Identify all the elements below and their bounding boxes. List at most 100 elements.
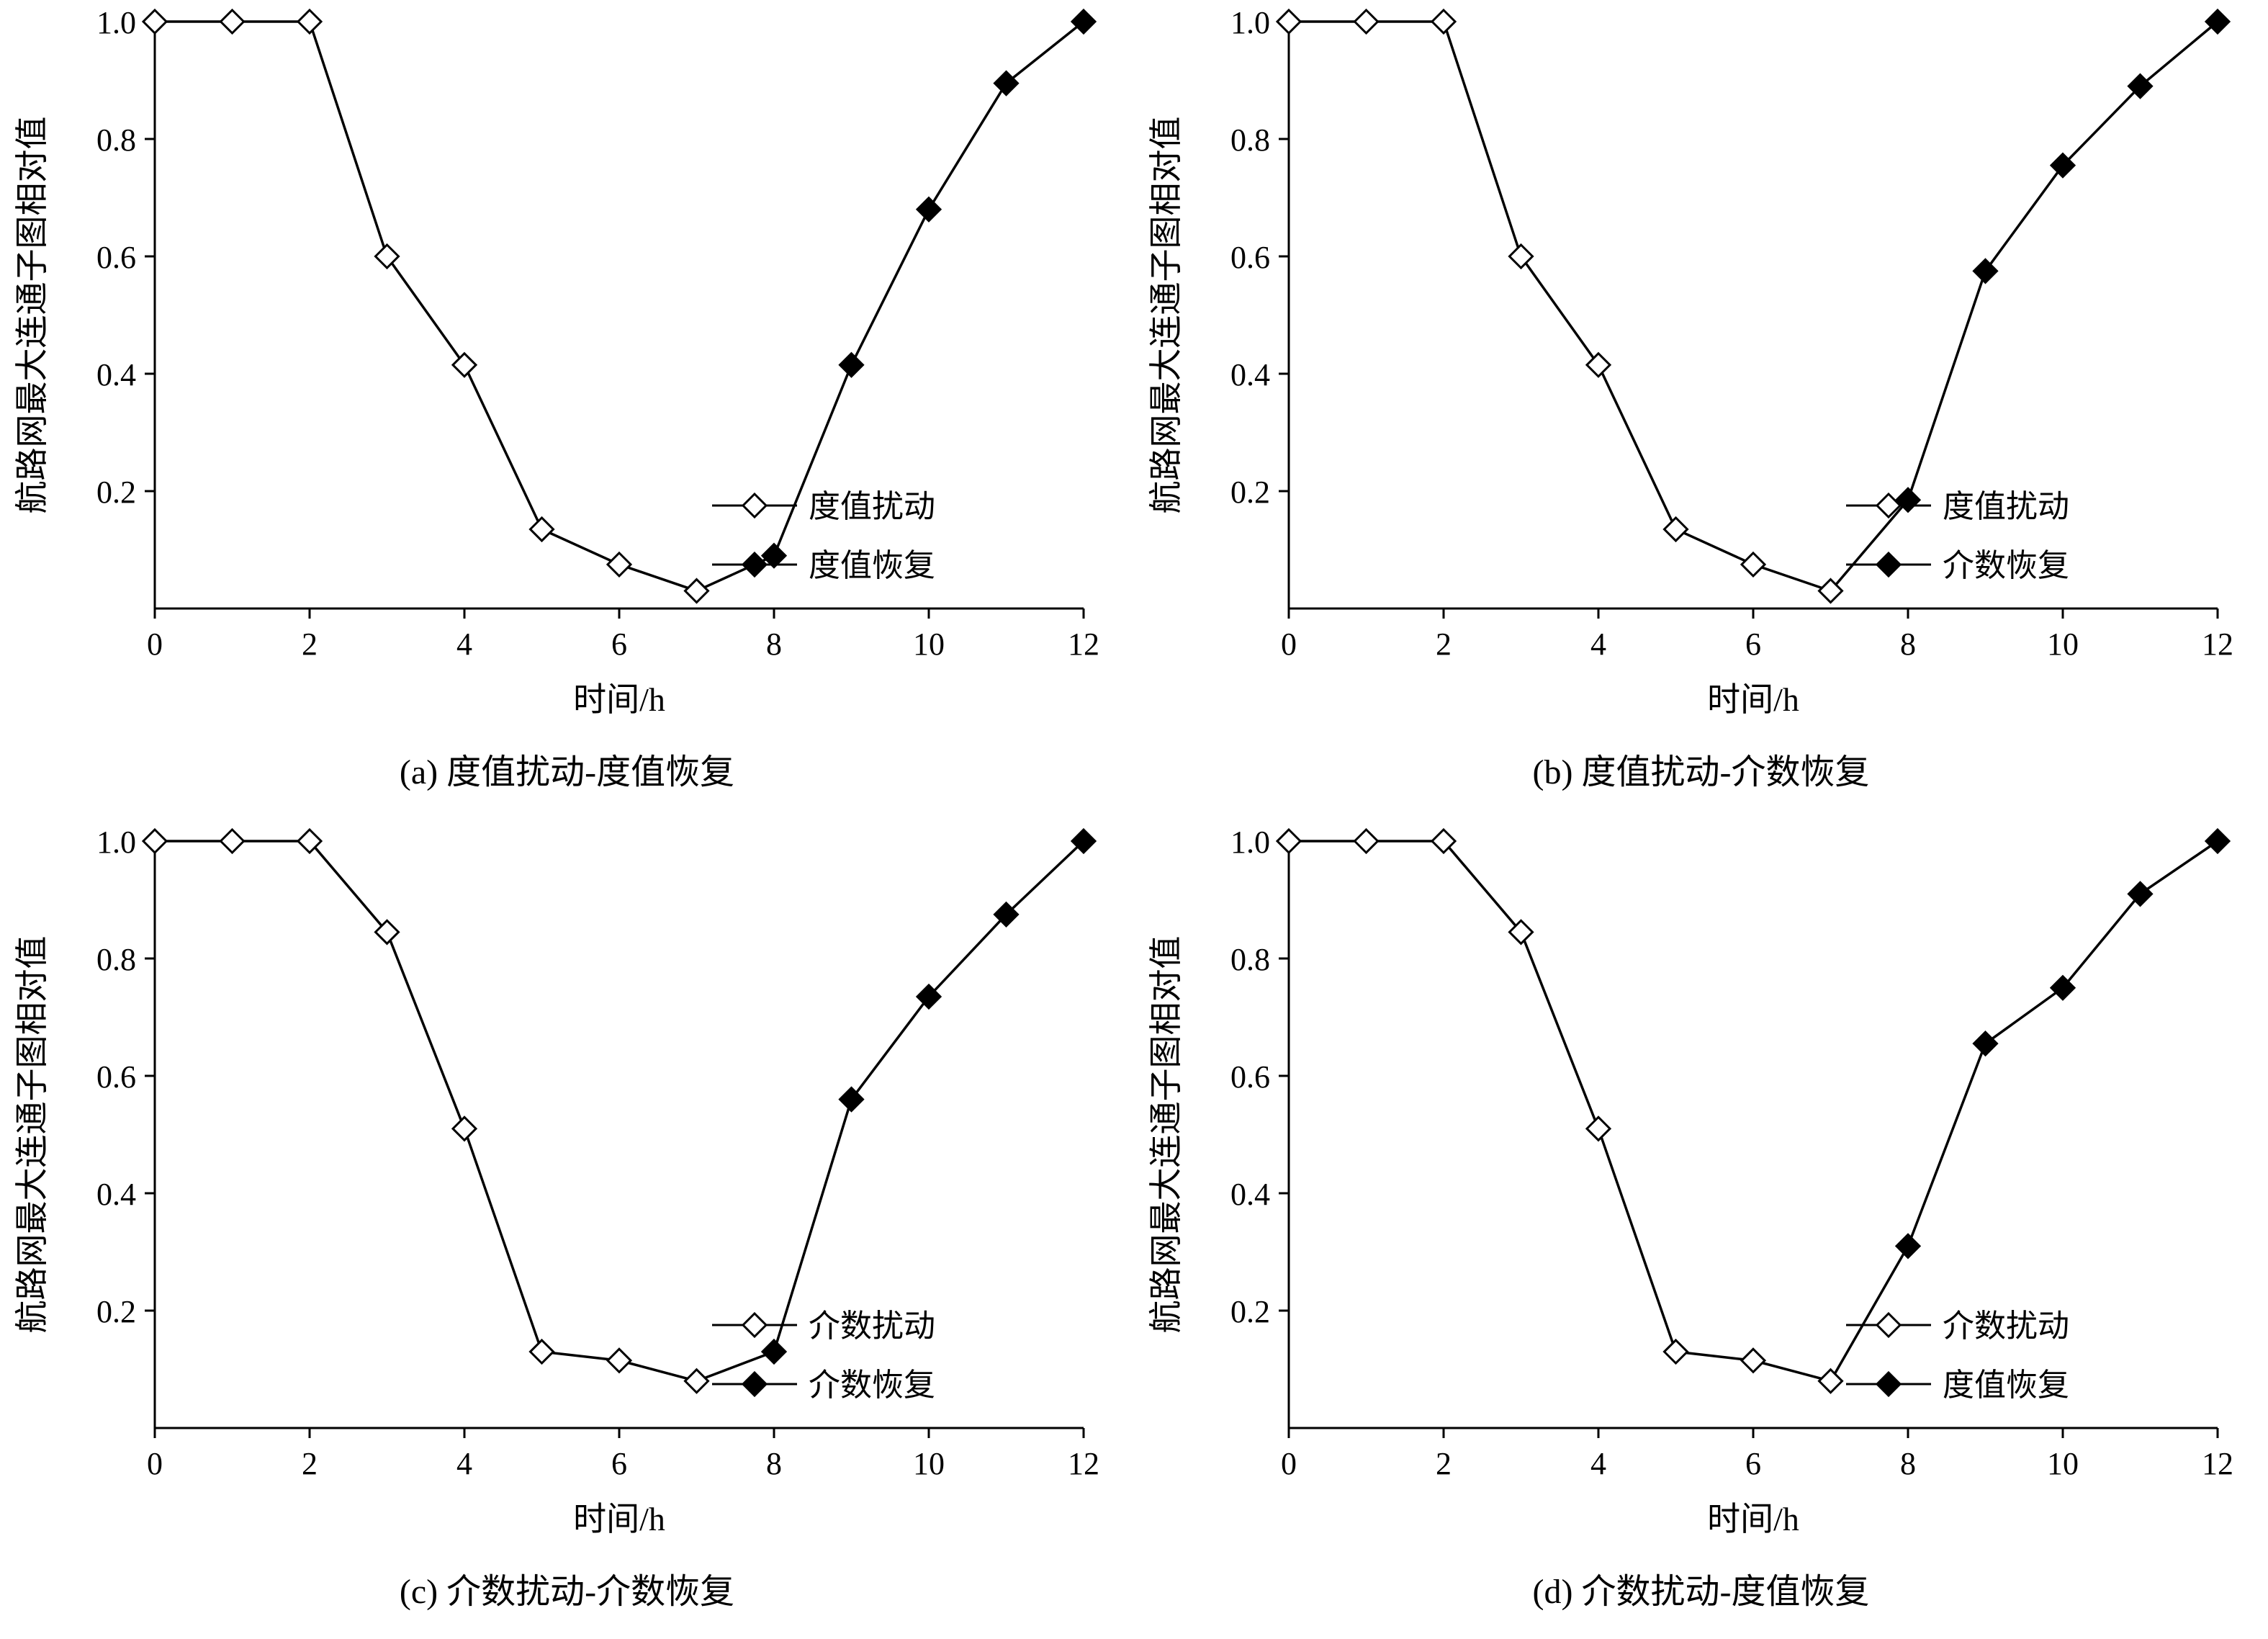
- legend-label: 度值恢复: [1943, 1368, 2069, 1403]
- filled-diamond-marker: [838, 351, 865, 378]
- open-diamond-marker: [296, 827, 323, 855]
- x-tick-label: 12: [1068, 1446, 1099, 1481]
- y-tick-label: 0.8: [96, 942, 136, 977]
- chart-b-canvas: 0 2 4 6 8 10 12 0.2 0.4 0.6 0.8 1.0 时间/h 航路网最大连通子图相对值…: [1148, 5, 2233, 718]
- filled-diamond-marker: [915, 983, 942, 1010]
- series-line: [155, 20, 698, 593]
- y-tick-label: 0.2: [1230, 475, 1270, 510]
- x-axis-label: 时间/h: [1707, 1501, 1799, 1537]
- open-diamond-marker: [683, 1368, 710, 1394]
- y-tick-label: 1.0: [96, 5, 136, 40]
- x-tick-label: 4: [1590, 627, 1606, 662]
- y-axis-label: 航路网最大连通子图相对值: [14, 936, 50, 1334]
- y-tick-label: 0.8: [1230, 942, 1270, 977]
- y-tick-label: 0.4: [96, 1177, 136, 1212]
- open-diamond-marker: [374, 919, 400, 946]
- y-tick-label: 0.2: [96, 475, 136, 510]
- open-diamond-marker: [1585, 1115, 1612, 1142]
- series-line: [1289, 20, 1832, 593]
- chart-panel-d: 0 2 4 6 8 10 12 0.2 0.4 0.6 0.8 1.0 时间/h 航路网最大连通子图相对值…: [1134, 820, 2268, 1639]
- chart-panel-a: 0 2 4 6 8 10 12 0.2 0.4 0.6 0.8 1.0 时间/h 航路网最大连通子图相对值…: [0, 0, 1134, 820]
- chart-c-canvas: 0 2 4 6 8 10 12 0.2 0.4 0.6 0.8 1.0 时间/h 航路网最大连通子图相对值…: [14, 825, 1099, 1537]
- x-tick-label: 6: [611, 627, 627, 662]
- x-tick-label: 2: [1436, 1446, 1452, 1481]
- open-diamond-marker: [1817, 578, 1844, 604]
- filled-diamond-marker: [2204, 8, 2231, 35]
- x-tick-label: 0: [1281, 1446, 1297, 1481]
- x-tick-label: 0: [1281, 627, 1297, 662]
- open-diamond-marker: [1275, 827, 1302, 855]
- open-diamond-marker: [141, 8, 168, 35]
- y-tick-label: 0.8: [96, 122, 136, 158]
- open-diamond-marker: [606, 551, 633, 578]
- filled-diamond-marker: [2204, 827, 2231, 855]
- y-tick-label: 1.0: [1230, 825, 1270, 860]
- open-diamond-marker: [1275, 8, 1302, 35]
- open-diamond-marker: [1585, 351, 1612, 378]
- x-tick-label: 10: [913, 627, 945, 662]
- legend-label: 介数恢复: [809, 1368, 935, 1403]
- open-diamond-marker: [374, 243, 400, 270]
- filled-diamond-marker: [741, 1370, 768, 1398]
- y-tick-label: 0.6: [1230, 240, 1270, 275]
- y-tick-label: 0.2: [96, 1294, 136, 1329]
- filled-diamond-marker: [2127, 881, 2154, 907]
- x-tick-label: 8: [1900, 1446, 1916, 1481]
- chart-panel-b: 0 2 4 6 8 10 12 0.2 0.4 0.6 0.8 1.0 时间/h 航路网最大连通子图相对值…: [1134, 0, 2268, 820]
- filled-diamond-marker: [1972, 1030, 1999, 1057]
- filled-diamond-marker: [1972, 258, 1999, 284]
- x-tick-label: 8: [766, 1446, 782, 1481]
- x-axis-label: 时间/h: [573, 681, 665, 718]
- x-axis-label: 时间/h: [573, 1501, 665, 1537]
- filled-diamond-marker: [838, 1086, 865, 1113]
- chart-c-caption: (c) 介数扰动-介数恢复: [399, 1573, 735, 1611]
- chart-b-caption: (b) 度值扰动-介数恢复: [1532, 753, 1870, 791]
- open-diamond-marker: [1353, 827, 1380, 855]
- x-axis-label: 时间/h: [1707, 681, 1799, 718]
- x-tick-label: 10: [2047, 1446, 2079, 1481]
- open-diamond-marker: [606, 1347, 633, 1374]
- chart-d-canvas: 0 2 4 6 8 10 12 0.2 0.4 0.6 0.8 1.0 时间/h 航路网最大连通子图相对值…: [1148, 825, 2233, 1537]
- open-diamond-marker: [451, 351, 478, 378]
- y-axis-label: 航路网最大连通子图相对值: [1148, 117, 1184, 514]
- x-tick-label: 12: [2202, 1446, 2233, 1481]
- chart-a-caption: (a) 度值扰动-度值恢复: [399, 753, 735, 791]
- filled-diamond-marker: [741, 551, 768, 578]
- chart-panel-c: 0 2 4 6 8 10 12 0.2 0.4 0.6 0.8 1.0 时间/h 航路网最大连通子图相对值…: [0, 820, 1134, 1639]
- y-axis-label: 航路网最大连通子图相对值: [14, 117, 50, 514]
- legend-label: 介数恢复: [1943, 548, 2069, 583]
- filled-diamond-marker: [1070, 8, 1097, 35]
- y-tick-label: 0.6: [96, 240, 136, 275]
- filled-diamond-marker: [993, 901, 1020, 928]
- series-line: [696, 840, 1085, 1383]
- x-tick-label: 10: [2047, 627, 2079, 662]
- filled-diamond-marker: [2049, 974, 2076, 1001]
- filled-diamond-marker: [760, 1338, 788, 1365]
- open-diamond-marker: [1817, 1368, 1844, 1394]
- legend-label: 介数扰动: [809, 1308, 935, 1344]
- filled-diamond-marker: [1875, 1370, 1902, 1398]
- y-tick-label: 0.4: [1230, 357, 1270, 392]
- x-tick-label: 4: [456, 1446, 472, 1481]
- open-diamond-marker: [296, 8, 323, 35]
- open-diamond-marker: [141, 827, 168, 855]
- open-diamond-marker: [1662, 1338, 1689, 1365]
- filled-diamond-marker: [760, 542, 788, 569]
- x-tick-label: 12: [2202, 627, 2233, 662]
- open-diamond-marker: [1662, 516, 1689, 543]
- x-tick-label: 6: [1745, 1446, 1761, 1481]
- filled-diamond-marker: [2049, 152, 2076, 179]
- x-tick-label: 2: [1436, 627, 1452, 662]
- y-tick-label: 0.6: [1230, 1059, 1270, 1095]
- open-diamond-marker: [219, 827, 246, 855]
- series-line: [155, 840, 697, 1383]
- x-tick-label: 8: [766, 627, 782, 662]
- y-tick-label: 0.6: [96, 1059, 136, 1095]
- x-tick-label: 6: [611, 1446, 627, 1481]
- x-tick-label: 10: [913, 1446, 945, 1481]
- open-diamond-marker: [528, 1338, 555, 1365]
- filled-diamond-marker: [1070, 827, 1097, 855]
- x-tick-label: 0: [147, 627, 163, 662]
- open-diamond-marker: [219, 8, 246, 35]
- y-axis-label: 航路网最大连通子图相对值: [1148, 936, 1184, 1334]
